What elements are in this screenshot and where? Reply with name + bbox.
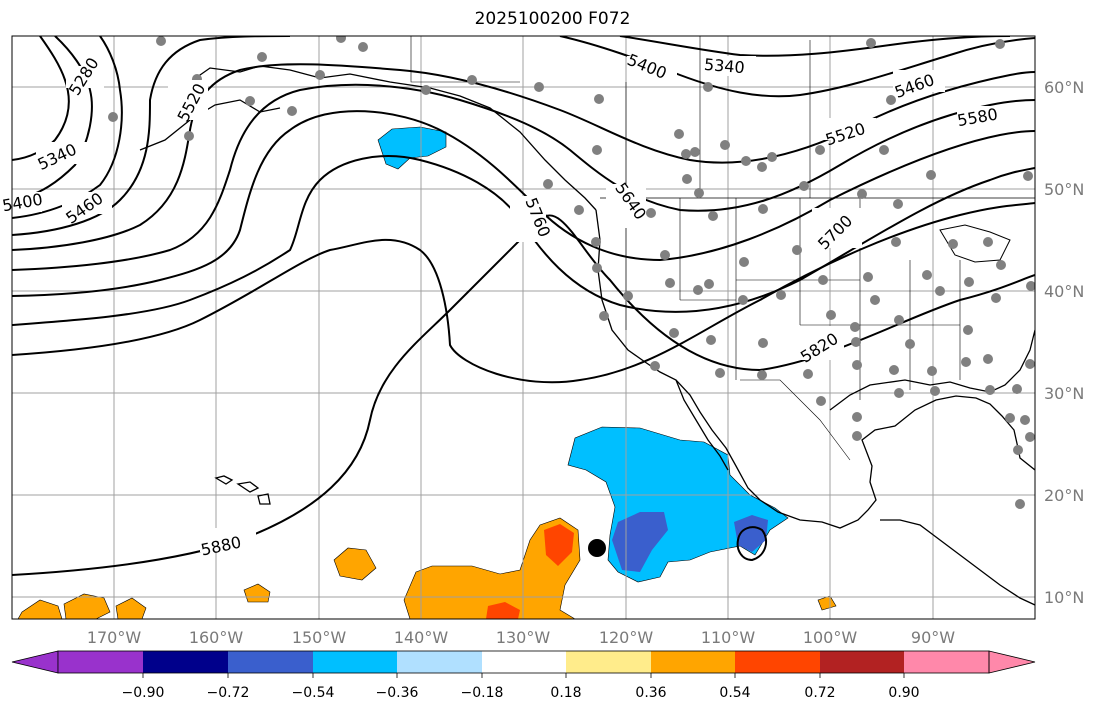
colorbar: −0.90 −0.72 −0.54 −0.36 −0.18 0.18 0.36 …: [11, 650, 1036, 701]
colorbar-extend-high: [988, 650, 1036, 674]
colorbar-segment: [566, 651, 651, 673]
svg-text:0.90: 0.90: [888, 685, 919, 701]
svg-text:−0.36: −0.36: [376, 685, 419, 701]
svg-text:120°W: 120°W: [599, 628, 654, 647]
svg-text:10°N: 10°N: [1044, 588, 1084, 607]
plot-frame: [11, 35, 1036, 620]
colorbar-ticks: −0.90 −0.72 −0.54 −0.36 −0.18 0.18 0.36 …: [122, 685, 920, 701]
contour-labels: 5280 5340 5400 5460 5520 5400 5340 5460 …: [1, 50, 1009, 560]
longitude-labels: 170°W 160°W 150°W 140°W 130°W 120°W 110°…: [87, 628, 955, 647]
svg-text:50°N: 50°N: [1044, 180, 1084, 199]
colorbar-segment: [143, 651, 228, 673]
svg-text:130°W: 130°W: [496, 628, 551, 647]
svg-text:170°W: 170°W: [87, 628, 142, 647]
svg-text:−0.18: −0.18: [461, 685, 504, 701]
svg-text:−0.90: −0.90: [122, 685, 165, 701]
colorbar-segment: [313, 651, 397, 673]
svg-text:60°N: 60°N: [1044, 78, 1084, 97]
svg-text:20°N: 20°N: [1044, 486, 1084, 505]
colorbar-segment: [397, 651, 482, 673]
latitude-labels: 60°N 50°N 40°N 30°N 20°N 10°N: [1044, 78, 1084, 607]
svg-text:100°W: 100°W: [803, 628, 858, 647]
svg-text:110°W: 110°W: [701, 628, 756, 647]
svg-text:40°N: 40°N: [1044, 282, 1084, 301]
colorbar-extend-low: [11, 650, 59, 674]
svg-text:5340: 5340: [703, 55, 745, 77]
svg-text:160°W: 160°W: [189, 628, 244, 647]
svg-text:140°W: 140°W: [394, 628, 449, 647]
colorbar-segment: [651, 651, 735, 673]
svg-text:−0.72: −0.72: [207, 685, 250, 701]
svg-text:90°W: 90°W: [911, 628, 955, 647]
map-title: 2025100200 F072: [474, 9, 631, 29]
center-marker: [588, 539, 606, 557]
svg-text:150°W: 150°W: [292, 628, 347, 647]
colorbar-segment: [904, 651, 989, 673]
colorbar-segment: [482, 651, 566, 673]
svg-text:−0.54: −0.54: [292, 685, 335, 701]
svg-text:30°N: 30°N: [1044, 384, 1084, 403]
svg-text:0.72: 0.72: [804, 685, 835, 701]
colorbar-segment: [735, 651, 820, 673]
colorbar-segment: [58, 651, 143, 673]
colorbar-segment: [228, 651, 313, 673]
colorbar-segment: [820, 651, 904, 673]
svg-text:0.54: 0.54: [719, 685, 750, 701]
anomaly-shading: [17, 126, 837, 619]
svg-text:0.36: 0.36: [635, 685, 666, 701]
svg-text:0.18: 0.18: [550, 685, 581, 701]
